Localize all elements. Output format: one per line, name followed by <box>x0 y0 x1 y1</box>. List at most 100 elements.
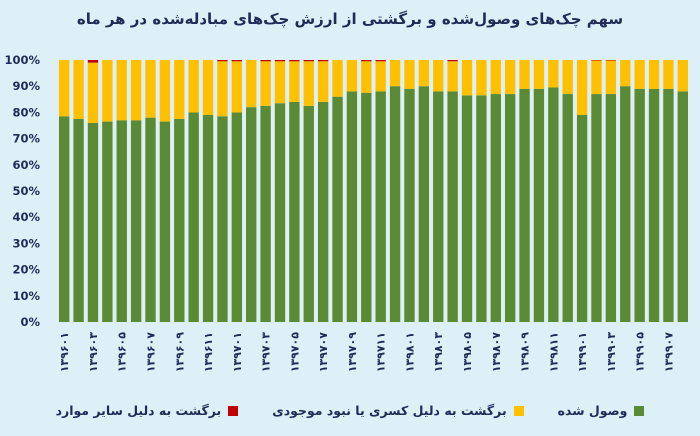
bar-segment-other-reasons <box>605 60 617 61</box>
bar-segment-insufficient-funds <box>389 60 401 87</box>
legend-label-received: وصول شده <box>557 403 628 418</box>
bar-segment-insufficient-funds <box>87 62 99 123</box>
bar-segment-insufficient-funds <box>576 60 588 116</box>
bar-segment-other-reasons <box>289 60 300 62</box>
bar-segment-insufficient-funds <box>274 61 286 104</box>
bar-segment-other-reasons <box>591 60 602 61</box>
y-tick-label: 70% <box>12 132 40 146</box>
x-tick-label: ۱۳۹۸۰۱ <box>404 332 417 372</box>
bar-segment-received <box>447 91 458 322</box>
bar-segment-other-reasons <box>260 60 271 62</box>
bar-segment-insufficient-funds <box>102 60 113 122</box>
bar-segment-insufficient-funds <box>548 60 559 88</box>
x-tick-label: ۱۳۹۶۰۳ <box>87 332 100 373</box>
legend-swatch-other-reasons <box>228 405 239 416</box>
bar-segment-received <box>260 105 271 322</box>
bar-segment-received <box>145 117 156 322</box>
bar-segment-received <box>591 94 602 322</box>
bar-segment-received <box>461 95 473 323</box>
bar-segment-insufficient-funds <box>159 60 171 122</box>
bar-segment-insufficient-funds <box>605 60 617 95</box>
y-tick-label: 30% <box>12 236 40 250</box>
x-tick-label: ۱۳۹۶۰۹ <box>173 332 186 373</box>
x-tick-label: ۱۳۹۷۰۹ <box>346 332 359 373</box>
bar-segment-insufficient-funds <box>519 60 530 89</box>
bar-segment-received <box>217 116 228 322</box>
bar-segment-received <box>634 88 645 322</box>
bar-segment-received <box>620 86 631 322</box>
bar-segment-insufficient-funds <box>620 60 631 87</box>
bar-segment-received <box>303 105 314 322</box>
x-tick-label: ۱۳۹۹۰۱ <box>576 332 589 372</box>
x-tick-label: ۱۳۹۸۰۳ <box>432 332 445 373</box>
y-tick-label: 20% <box>12 263 40 277</box>
x-tick-label: ۱۳۹۹۰۷ <box>662 332 675 373</box>
bar-segment-insufficient-funds <box>317 61 329 102</box>
bar-segment-insufficient-funds <box>59 60 70 117</box>
bar-segment-received <box>433 91 444 322</box>
y-tick-label: 0% <box>20 315 40 329</box>
bar-segment-insufficient-funds <box>246 60 257 108</box>
bar-segment-received <box>663 88 674 322</box>
bar-segment-received <box>59 116 70 322</box>
bar-segment-insufficient-funds <box>260 61 271 106</box>
bar-segment-received <box>389 86 401 322</box>
bar-segment-insufficient-funds <box>361 61 372 93</box>
bar-segment-other-reasons <box>231 60 243 62</box>
x-tick-label: ۱۳۹۷۰۵ <box>288 332 301 373</box>
legend-label-insufficient-funds: برگشت به دلیل کسری یا نبود موجودی <box>272 403 507 418</box>
y-tick-label: 50% <box>12 184 40 198</box>
chart-title: سهم چک‌های وصول‌شده و برگشتی از ارزش چک‌… <box>76 10 624 28</box>
y-axis: 0% 10% 20% 30% 40% 50% 60% 70% 80% 90% 100% <box>4 53 40 329</box>
bar-segment-received <box>289 101 300 322</box>
bar-segment-insufficient-funds <box>562 60 573 95</box>
x-tick-label: ۱۳۹۷۱۱ <box>375 332 388 372</box>
legend-item-other-reasons: برگشت به دلیل سایر موارد <box>56 403 239 418</box>
bar-segment-received <box>576 115 588 323</box>
x-tick-label: ۱۳۹۶۰۵ <box>116 332 129 373</box>
bar-segment-received <box>116 120 127 322</box>
bar-segment-received <box>605 94 617 322</box>
bar-segment-insufficient-funds <box>332 60 343 97</box>
bar-segment-insufficient-funds <box>375 61 386 92</box>
bar-segment-received <box>174 118 185 322</box>
bar-segment-received <box>274 103 286 322</box>
legend-swatch-insufficient-funds <box>513 405 524 416</box>
bar-segment-received <box>130 120 142 322</box>
bar-segment-insufficient-funds <box>231 61 243 113</box>
bar-segment-other-reasons <box>217 60 228 62</box>
bar-segment-received <box>562 94 573 322</box>
bar-segment-received <box>102 121 113 322</box>
bar-segment-received <box>418 86 430 322</box>
bar-segment-received <box>231 112 243 323</box>
bar-segment-insufficient-funds <box>188 60 199 113</box>
bar-segment-insufficient-funds <box>476 60 487 96</box>
bar-segment-received <box>87 122 99 322</box>
bar-segment-other-reasons <box>447 60 458 62</box>
bar-segment-insufficient-funds <box>634 60 645 89</box>
bar-segment-other-reasons <box>274 60 286 62</box>
bar-segment-insufficient-funds <box>289 61 300 102</box>
x-tick-label: ۱۳۹۷۰۷ <box>317 332 330 373</box>
bar-segment-insufficient-funds <box>677 60 688 92</box>
bar-segment-received <box>375 91 386 322</box>
x-tick-label: ۱۳۹۶۰۷ <box>145 332 158 373</box>
bar-segment-insufficient-funds <box>404 60 415 89</box>
bar-segment-received <box>202 115 214 323</box>
bar-segment-received <box>519 88 530 322</box>
bar-segment-received <box>159 121 171 322</box>
bar-segment-received <box>188 112 199 323</box>
x-tick-label: ۱۳۹۹۰۳ <box>605 332 618 373</box>
x-tick-label: ۱۳۹۸۰۷ <box>490 332 503 373</box>
x-axis: ۱۳۹۶۰۱ ۱۳۹۶۰۳ ۱۳۹۶۰۵ ۱۳۹۶۰۷ ۱۳۹۶۰۹ ۱۳۹۶۱۱ ۱۳۹۷… <box>58 332 675 373</box>
x-tick-label: ۱۳۹۶۰۱ <box>58 332 71 372</box>
x-tick-label: ۱۳۹۸۱۱ <box>547 332 560 372</box>
bar-segment-received <box>404 88 415 322</box>
bar-segment-insufficient-funds <box>433 60 444 92</box>
x-tick-label: ۱۳۹۷۰۳ <box>260 332 273 373</box>
bar-segment-insufficient-funds <box>346 60 358 92</box>
y-tick-label: 60% <box>12 158 40 172</box>
bar-segment-insufficient-funds <box>217 61 228 117</box>
legend-label-other-reasons: برگشت به دلیل سایر موارد <box>55 403 222 418</box>
